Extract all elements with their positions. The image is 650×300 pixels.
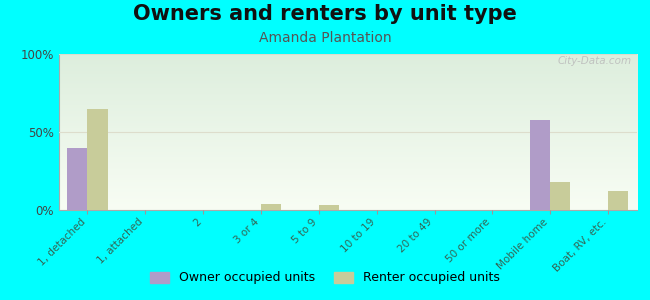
Legend: Owner occupied units, Renter occupied units: Owner occupied units, Renter occupied un… [144, 265, 506, 291]
Text: City-Data.com: City-Data.com [557, 56, 631, 66]
Bar [608, 191, 629, 210]
Text: Amanda Plantation: Amanda Plantation [259, 32, 391, 46]
Bar [550, 182, 571, 210]
Text: Owners and renters by unit type: Owners and renters by unit type [133, 4, 517, 25]
Bar [261, 204, 281, 210]
Bar [87, 109, 108, 210]
Bar [318, 205, 339, 210]
Bar [530, 119, 550, 210]
Bar [67, 148, 87, 210]
